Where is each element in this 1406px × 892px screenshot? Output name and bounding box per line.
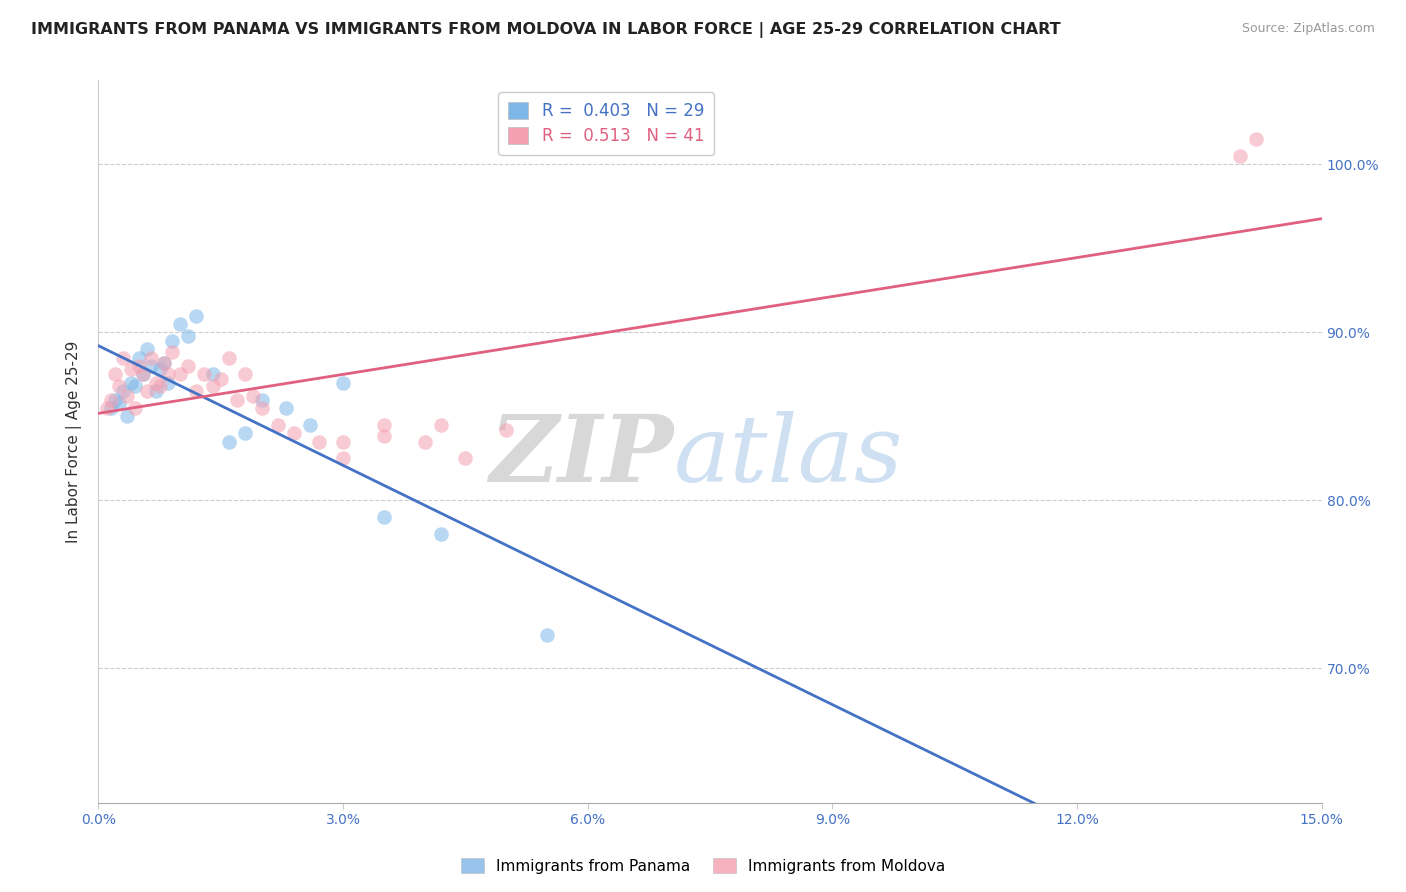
Point — [299, 417, 322, 432]
Point — [149, 362, 172, 376]
Point — [201, 379, 224, 393]
Point — [152, 355, 174, 369]
Point — [186, 384, 208, 398]
Point — [267, 417, 290, 432]
Point — [332, 376, 354, 390]
Point — [124, 379, 146, 393]
Point — [145, 376, 167, 390]
Point — [136, 384, 159, 398]
Point — [177, 328, 200, 343]
Point — [454, 451, 477, 466]
Point — [100, 401, 122, 415]
Point — [111, 384, 134, 398]
Point — [156, 376, 179, 390]
Point — [141, 359, 163, 373]
Point — [115, 389, 138, 403]
Point — [242, 389, 264, 403]
Point — [141, 351, 163, 365]
Point — [120, 362, 142, 376]
Point — [104, 392, 127, 407]
Point — [233, 368, 256, 382]
Point — [218, 434, 240, 449]
Point — [373, 417, 395, 432]
Point — [332, 451, 354, 466]
Point — [132, 368, 155, 382]
Point — [160, 334, 183, 348]
Legend: R =  0.403   N = 29, R =  0.513   N = 41: R = 0.403 N = 29, R = 0.513 N = 41 — [498, 92, 714, 155]
Point — [177, 359, 200, 373]
Point — [250, 392, 273, 407]
Point — [169, 368, 191, 382]
Point — [108, 379, 131, 393]
Point — [332, 434, 354, 449]
Point — [115, 409, 138, 424]
Point — [128, 351, 150, 365]
Point — [250, 401, 273, 415]
Point — [186, 309, 208, 323]
Point — [120, 376, 142, 390]
Point — [430, 527, 453, 541]
Point — [156, 368, 179, 382]
Point — [193, 368, 215, 382]
Point — [274, 401, 297, 415]
Point — [100, 392, 122, 407]
Point — [169, 317, 191, 331]
Text: IMMIGRANTS FROM PANAMA VS IMMIGRANTS FROM MOLDOVA IN LABOR FORCE | AGE 25-29 COR: IMMIGRANTS FROM PANAMA VS IMMIGRANTS FRO… — [31, 22, 1060, 38]
Point — [201, 368, 224, 382]
Point — [104, 368, 127, 382]
Point — [373, 510, 395, 524]
Point — [124, 401, 146, 415]
Point — [145, 384, 167, 398]
Point — [149, 379, 172, 393]
Text: atlas: atlas — [673, 411, 903, 501]
Point — [111, 351, 134, 365]
Point — [132, 368, 155, 382]
Point — [1229, 149, 1251, 163]
Point — [495, 423, 517, 437]
Text: ZIP: ZIP — [489, 411, 673, 501]
Point — [96, 401, 118, 415]
Point — [226, 392, 249, 407]
Point — [209, 372, 232, 386]
Point — [308, 434, 330, 449]
Point — [108, 396, 131, 410]
Point — [136, 342, 159, 356]
Point — [128, 359, 150, 373]
Point — [536, 628, 558, 642]
Point — [373, 429, 395, 443]
Point — [1246, 132, 1268, 146]
Point — [430, 417, 453, 432]
Point — [233, 426, 256, 441]
Point — [160, 345, 183, 359]
Y-axis label: In Labor Force | Age 25-29: In Labor Force | Age 25-29 — [66, 341, 83, 542]
Point — [283, 426, 305, 441]
Text: Source: ZipAtlas.com: Source: ZipAtlas.com — [1241, 22, 1375, 36]
Point — [152, 355, 174, 369]
Point — [413, 434, 436, 449]
Legend: Immigrants from Panama, Immigrants from Moldova: Immigrants from Panama, Immigrants from … — [454, 852, 952, 880]
Point — [218, 351, 240, 365]
